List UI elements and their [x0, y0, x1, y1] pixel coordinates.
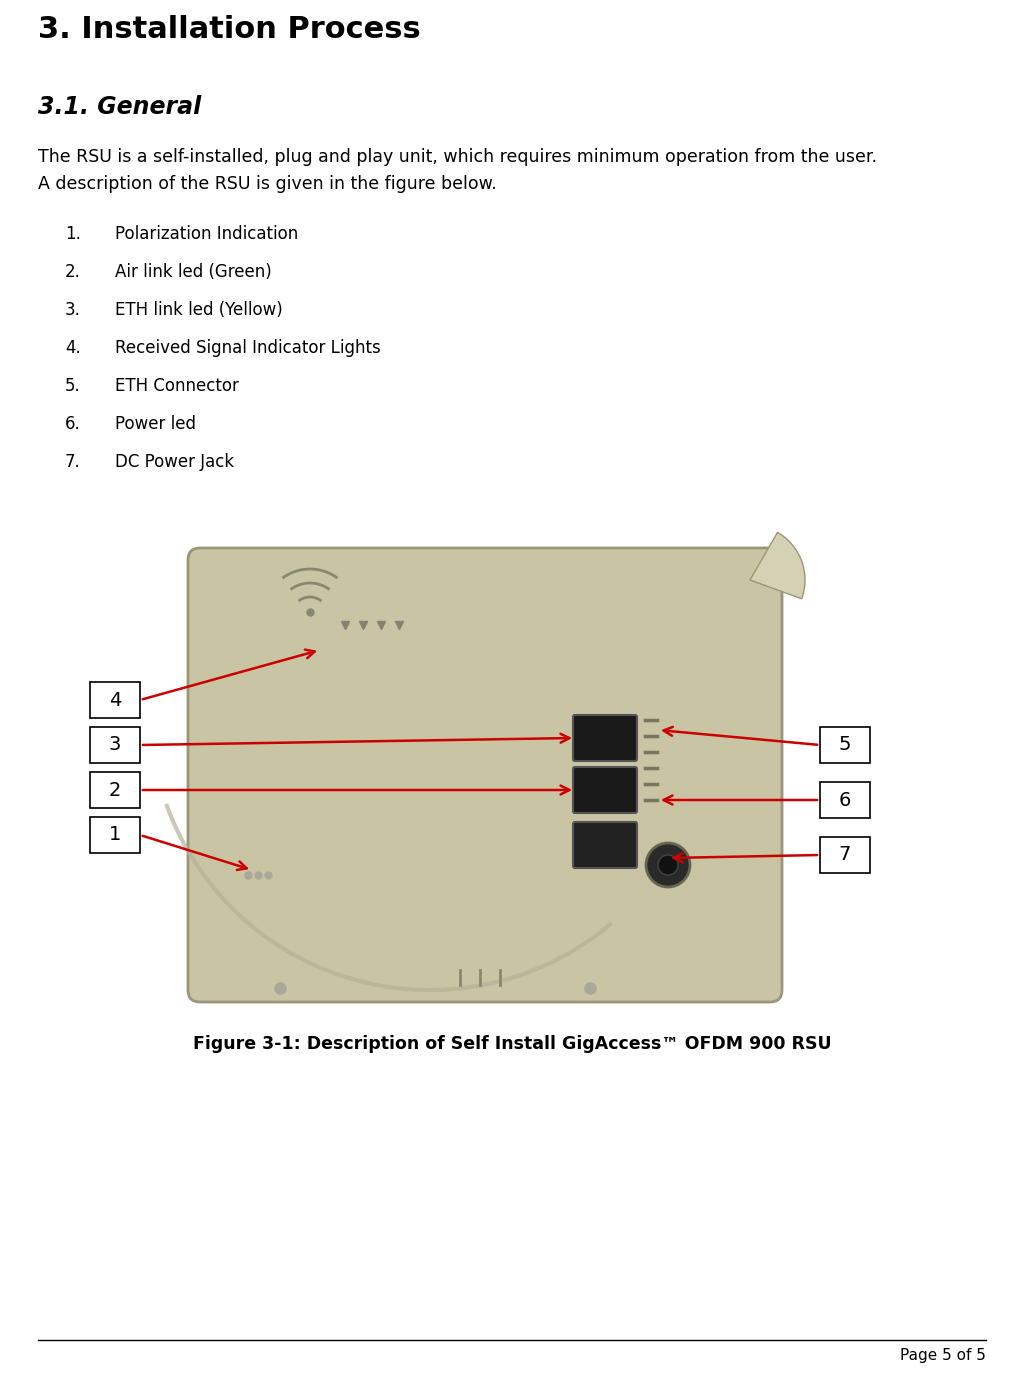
Circle shape: [646, 843, 690, 886]
Text: Air link led (Green): Air link led (Green): [115, 263, 271, 281]
Text: Page 5 of 5: Page 5 of 5: [900, 1348, 986, 1363]
FancyBboxPatch shape: [573, 823, 637, 868]
Text: 2.: 2.: [65, 263, 81, 281]
Text: 1: 1: [109, 825, 121, 845]
Bar: [90, 771, 140, 807]
Text: 4: 4: [109, 691, 121, 709]
Text: 3: 3: [109, 735, 121, 755]
Text: 3.1. General: 3.1. General: [38, 96, 202, 119]
Text: Received Signal Indicator Lights: Received Signal Indicator Lights: [115, 339, 381, 357]
Text: Power led: Power led: [115, 416, 196, 434]
Text: Polarization Indication: Polarization Indication: [115, 224, 298, 242]
Circle shape: [658, 855, 678, 875]
Text: Figure 3-1: Description of Self Install GigAccess™ OFDM 900 RSU: Figure 3-1: Description of Self Install …: [193, 1035, 831, 1053]
Text: 2: 2: [109, 781, 121, 799]
Bar: [820, 837, 870, 873]
Bar: [90, 817, 140, 853]
Text: 3. Installation Process: 3. Installation Process: [38, 15, 421, 44]
Text: 6: 6: [839, 791, 851, 809]
Text: 7.: 7.: [65, 453, 81, 471]
Bar: [90, 727, 140, 763]
Text: 5.: 5.: [65, 377, 81, 395]
Bar: [820, 783, 870, 819]
Text: 4.: 4.: [65, 339, 81, 357]
Text: 7: 7: [839, 845, 851, 864]
FancyBboxPatch shape: [573, 715, 637, 760]
Text: The RSU is a self-installed, plug and play unit, which requires minimum operatio: The RSU is a self-installed, plug and pl…: [38, 148, 877, 166]
FancyBboxPatch shape: [188, 548, 782, 1001]
Text: ETH link led (Yellow): ETH link led (Yellow): [115, 301, 283, 319]
Text: 1.: 1.: [65, 224, 81, 242]
Bar: [90, 681, 140, 717]
Text: 5: 5: [839, 735, 851, 755]
Text: 6.: 6.: [65, 416, 81, 434]
Text: A description of the RSU is given in the figure below.: A description of the RSU is given in the…: [38, 175, 497, 193]
Text: ETH Connector: ETH Connector: [115, 377, 239, 395]
Bar: [820, 727, 870, 763]
Text: 3.: 3.: [65, 301, 81, 319]
Text: DC Power Jack: DC Power Jack: [115, 453, 234, 471]
Wedge shape: [750, 532, 805, 598]
FancyBboxPatch shape: [573, 767, 637, 813]
